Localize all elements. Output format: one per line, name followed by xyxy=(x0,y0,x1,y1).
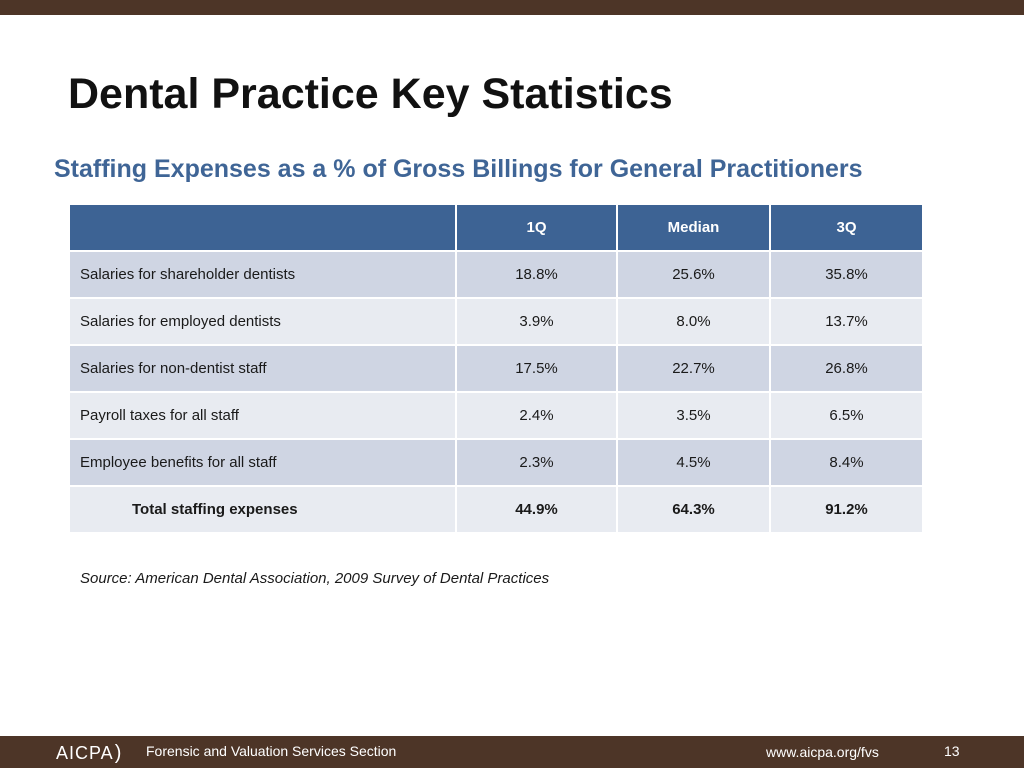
cell-3q: 8.4% xyxy=(769,438,924,487)
cell-1q: 3.9% xyxy=(455,297,618,346)
total-cell-3q: 91.2% xyxy=(769,485,924,534)
slide-subtitle: Staffing Expenses as a % of Gross Billin… xyxy=(54,155,863,183)
top-accent-bar xyxy=(0,0,1024,15)
slide-title: Dental Practice Key Statistics xyxy=(68,70,673,118)
header-cell-blank xyxy=(68,203,457,252)
table-row: Salaries for shareholder dentists 18.8% … xyxy=(68,250,924,299)
total-cell-1q: 44.9% xyxy=(455,485,618,534)
table-row: Payroll taxes for all staff 2.4% 3.5% 6.… xyxy=(68,391,924,440)
aicpa-logo: AICPA) xyxy=(56,742,122,764)
cell-median: 4.5% xyxy=(616,438,771,487)
cell-1q: 2.4% xyxy=(455,391,618,440)
cell-3q: 35.8% xyxy=(769,250,924,299)
row-label: Salaries for shareholder dentists xyxy=(68,250,457,299)
cell-median: 25.6% xyxy=(616,250,771,299)
footer-bar: AICPA) Forensic and Valuation Services S… xyxy=(0,736,1024,768)
total-cell-median: 64.3% xyxy=(616,485,771,534)
total-row-label: Total staffing expenses xyxy=(68,485,457,534)
table-header-row: 1Q Median 3Q xyxy=(68,203,924,252)
footer-section-name: Forensic and Valuation Services Section xyxy=(146,743,397,759)
header-cell-3q: 3Q xyxy=(769,203,924,252)
cell-3q: 13.7% xyxy=(769,297,924,346)
logo-arc-icon: ) xyxy=(114,741,123,764)
header-cell-median: Median xyxy=(616,203,771,252)
row-label: Salaries for non-dentist staff xyxy=(68,344,457,393)
page-number: 13 xyxy=(944,743,960,759)
cell-median: 3.5% xyxy=(616,391,771,440)
row-label: Salaries for employed dentists xyxy=(68,297,457,346)
table-row: Salaries for non-dentist staff 17.5% 22.… xyxy=(68,344,924,393)
row-label: Employee benefits for all staff xyxy=(68,438,457,487)
cell-3q: 6.5% xyxy=(769,391,924,440)
header-cell-1q: 1Q xyxy=(455,203,618,252)
cell-1q: 2.3% xyxy=(455,438,618,487)
source-note: Source: American Dental Association, 200… xyxy=(80,570,550,587)
table-row: Salaries for employed dentists 3.9% 8.0%… xyxy=(68,297,924,346)
cell-3q: 26.8% xyxy=(769,344,924,393)
footer-url: www.aicpa.org/fvs xyxy=(766,744,879,760)
table-row: Employee benefits for all staff 2.3% 4.5… xyxy=(68,438,924,487)
table-total-row: Total staffing expenses 44.9% 64.3% 91.2… xyxy=(68,485,924,534)
cell-1q: 18.8% xyxy=(455,250,618,299)
row-label: Payroll taxes for all staff xyxy=(68,391,457,440)
cell-1q: 17.5% xyxy=(455,344,618,393)
cell-median: 22.7% xyxy=(616,344,771,393)
cell-median: 8.0% xyxy=(616,297,771,346)
aicpa-logo-text: AICPA xyxy=(56,742,114,763)
staffing-expenses-table: 1Q Median 3Q Salaries for shareholder de… xyxy=(68,203,924,534)
